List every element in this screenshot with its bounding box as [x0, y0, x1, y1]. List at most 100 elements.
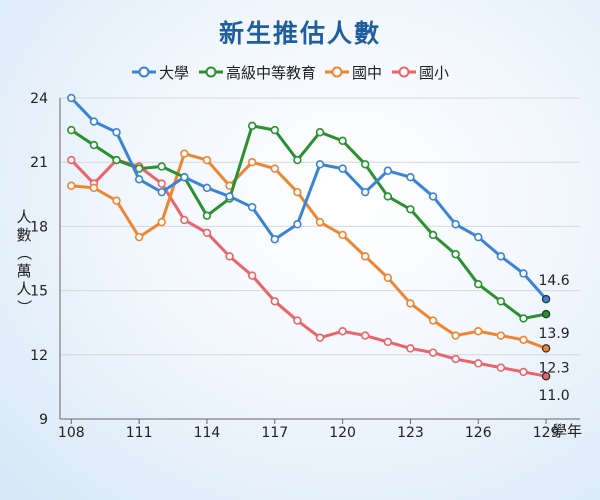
- data-point: [67, 181, 76, 190]
- data-point: [406, 205, 415, 214]
- end-label-1: 13.9: [539, 326, 570, 342]
- x-axis-title: 學年: [552, 422, 582, 440]
- data-point: [89, 117, 99, 126]
- data-point: [519, 314, 528, 323]
- x-tick-label-123: 123: [397, 425, 424, 441]
- legend-marker-1: [205, 66, 217, 78]
- data-point: [247, 202, 257, 212]
- data-point: [293, 187, 302, 197]
- data-point: [180, 215, 189, 225]
- data-point: [293, 155, 302, 165]
- data-point: [247, 158, 257, 167]
- legend-marker-0: [138, 66, 150, 78]
- legend: 大學 高級中等教育 國中 國小: [132, 64, 449, 82]
- data-point: [474, 327, 483, 336]
- x-tick-label-111: 111: [126, 425, 153, 441]
- y-axis-title-char: 萬: [16, 262, 31, 280]
- data-point: [315, 217, 325, 227]
- data-point: [89, 183, 99, 193]
- data-point: [157, 179, 166, 188]
- data-point: [134, 232, 144, 242]
- data-point: [428, 230, 438, 240]
- data-point: [361, 187, 370, 197]
- data-point: [315, 128, 325, 137]
- data-point: [134, 164, 144, 173]
- data-point: [451, 250, 460, 259]
- legend-label-0: 大學: [159, 64, 189, 82]
- data-point: [451, 354, 460, 364]
- data-point: [225, 252, 234, 261]
- data-point: [202, 155, 212, 165]
- data-point: [428, 348, 438, 357]
- data-point: [270, 297, 279, 306]
- series-line-2: [71, 152, 547, 350]
- data-point: [383, 166, 393, 175]
- data-point: [496, 363, 506, 372]
- data-point: [112, 196, 121, 205]
- data-point: [180, 172, 189, 182]
- data-point: [67, 93, 76, 103]
- data-point: [225, 192, 234, 201]
- y-tick-label-15: 15: [30, 284, 48, 300]
- data-point: [428, 192, 438, 201]
- end-label-3: 11.0: [539, 388, 570, 404]
- data-point: [180, 149, 189, 158]
- data-point: [361, 252, 370, 261]
- data-point: [383, 337, 393, 347]
- data-point: [474, 359, 483, 368]
- data-point: [247, 121, 257, 131]
- data-point: [157, 187, 166, 197]
- data-point: [89, 140, 99, 150]
- data-point: [67, 155, 76, 165]
- legend-label-1: 高級中等教育: [226, 64, 316, 82]
- legend-marker-2: [331, 66, 343, 78]
- x-tick-label-108: 108: [58, 425, 85, 441]
- y-axis-title-char: 人: [16, 208, 31, 226]
- data-point: [406, 172, 415, 182]
- data-point: [474, 279, 483, 289]
- data-point: [67, 125, 76, 135]
- x-tick-label-126: 126: [465, 425, 492, 441]
- data-point: [134, 175, 144, 184]
- data-point: [451, 331, 460, 340]
- end-label-0: 14.6: [539, 273, 570, 289]
- data-point: [541, 309, 551, 319]
- data-point: [541, 294, 551, 304]
- x-tick-label-114: 114: [194, 425, 221, 441]
- data-point: [541, 344, 551, 353]
- data-point: [338, 230, 347, 240]
- data-point: [406, 344, 415, 353]
- data-point: [202, 211, 212, 220]
- series-1: 13.9: [67, 121, 570, 342]
- series-layer: 11.0 12.3 13.9 14.6: [67, 93, 570, 404]
- data-point: [451, 220, 460, 229]
- y-tick-label-9: 9: [39, 412, 48, 428]
- y-axis-title-char: 數: [16, 226, 31, 244]
- data-point: [428, 316, 438, 325]
- data-point: [202, 228, 212, 238]
- chart-title: 新生推估人數: [219, 19, 381, 48]
- y-axis-title: 人數（萬人）: [15, 208, 33, 315]
- data-point: [157, 217, 166, 227]
- data-point: [338, 327, 347, 336]
- data-point: [338, 164, 347, 173]
- series-2: 12.3: [67, 149, 570, 376]
- x-tick-label-129: 129: [533, 425, 560, 441]
- data-point: [112, 128, 121, 137]
- series-line-3: [70, 158, 547, 378]
- data-point: [361, 331, 370, 340]
- y-tick-label-12: 12: [30, 348, 48, 364]
- data-point: [474, 232, 483, 242]
- x-tick-label-117: 117: [261, 425, 288, 441]
- legend-marker-3: [398, 66, 410, 78]
- data-point: [202, 183, 212, 193]
- data-point: [157, 162, 166, 171]
- data-point: [519, 367, 528, 377]
- x-tick-label-120: 120: [329, 425, 356, 441]
- data-point: [383, 273, 393, 282]
- end-label-2: 12.3: [539, 360, 570, 376]
- data-point: [519, 335, 528, 345]
- y-tick-label-18: 18: [30, 219, 48, 235]
- data-point: [496, 331, 506, 340]
